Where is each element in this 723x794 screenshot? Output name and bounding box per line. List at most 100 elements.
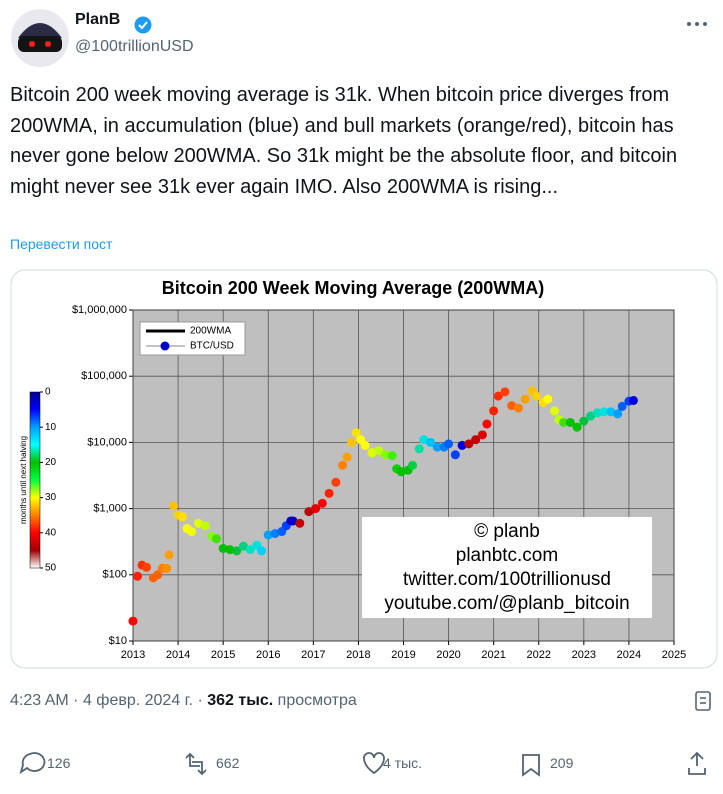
point — [387, 451, 397, 461]
point — [543, 394, 553, 404]
y-tick-label: $100 — [103, 569, 127, 581]
point — [477, 430, 487, 440]
legend-marker — [160, 341, 170, 351]
views-count: 362 тыс. — [207, 692, 274, 709]
avatar-eye — [45, 41, 51, 47]
translate-link[interactable]: Перевести пост — [10, 236, 113, 252]
point — [613, 409, 623, 419]
retweet-icon[interactable] — [185, 752, 207, 776]
point — [133, 571, 143, 581]
x-tick-label: 2018 — [346, 649, 370, 661]
point — [331, 477, 341, 487]
point — [225, 545, 235, 555]
colorbar — [29, 391, 41, 569]
point — [592, 408, 602, 418]
x-tick-label: 2019 — [391, 649, 415, 661]
point — [311, 504, 321, 514]
bookmark-icon[interactable] — [522, 754, 540, 777]
point — [606, 407, 616, 417]
point — [559, 417, 569, 427]
chart: Bitcoin 200 Week Moving Average (200WMA)… — [19, 278, 686, 661]
point — [263, 530, 273, 540]
retweet-count[interactable]: 662 — [216, 755, 240, 771]
point — [599, 407, 609, 417]
point — [164, 550, 174, 560]
chart-title: Bitcoin 200 Week Moving Average (200WMA) — [162, 278, 544, 298]
watermark-box — [362, 517, 652, 618]
colorbar-tick-label: 50 — [45, 563, 57, 574]
x-tick-label: 2015 — [211, 649, 235, 661]
point — [493, 391, 503, 401]
verified-badge[interactable] — [134, 16, 152, 34]
avatar-eye — [29, 41, 35, 47]
point — [572, 422, 582, 432]
point — [211, 534, 221, 544]
point — [408, 460, 418, 470]
point — [304, 507, 314, 517]
point — [396, 467, 406, 477]
point — [628, 395, 638, 405]
colorbar-tick-label: 20 — [45, 457, 57, 468]
x-tick-label: 2025 — [662, 649, 686, 661]
reply-count[interactable]: 126 — [47, 755, 71, 771]
point — [153, 570, 163, 580]
watermark-text: © planb — [474, 521, 540, 542]
watermark-text: twitter.com/100trillionusd — [403, 569, 611, 590]
point — [200, 521, 210, 531]
y-tick-label: $10 — [109, 635, 127, 647]
legend-label: BTC/USD — [190, 341, 234, 352]
point — [232, 546, 242, 556]
colorbar-tick-label: 10 — [45, 422, 57, 433]
point — [482, 419, 492, 429]
point — [380, 450, 390, 460]
point — [295, 518, 305, 528]
separator: · — [73, 692, 79, 709]
avatar-face — [18, 36, 62, 52]
point — [178, 512, 188, 522]
like-count[interactable]: 4 тыс. — [383, 755, 423, 771]
time[interactable]: 4:23 AM — [10, 692, 69, 709]
x-tick-label: 2021 — [481, 649, 505, 661]
views-label: просмотра — [277, 692, 357, 709]
reply-icon[interactable] — [19, 752, 46, 775]
bookmark-count[interactable]: 209 — [550, 755, 574, 771]
point — [347, 437, 357, 447]
colorbar-tick-label: 40 — [45, 527, 57, 538]
point — [464, 439, 474, 449]
point — [419, 435, 429, 445]
point — [374, 446, 384, 456]
point — [338, 460, 348, 470]
point — [444, 439, 454, 449]
date[interactable]: 4 февр. 2024 г. — [82, 692, 193, 709]
point — [256, 546, 266, 556]
point — [520, 394, 530, 404]
point — [471, 435, 481, 445]
point — [187, 527, 197, 537]
point — [360, 440, 370, 450]
tweet-meta: 4:23 AM · 4 февр. 2024 г. · 362 тыс. про… — [10, 692, 357, 710]
share-icon[interactable] — [688, 751, 706, 775]
separator: · — [197, 692, 203, 709]
like-icon[interactable] — [363, 752, 385, 775]
more-button[interactable] — [687, 22, 707, 26]
point — [617, 401, 627, 411]
y-tick-label: $1,000,000 — [72, 304, 127, 316]
x-tick-label: 2013 — [121, 649, 145, 661]
y-tick-label: $1,000 — [93, 503, 127, 515]
point — [245, 545, 255, 555]
analytics-icon[interactable] — [695, 691, 711, 711]
point — [351, 428, 361, 438]
author-name[interactable]: PlanB — [75, 11, 121, 28]
point — [531, 391, 541, 401]
point — [367, 448, 377, 458]
point — [432, 442, 442, 452]
point — [489, 406, 499, 416]
point — [142, 562, 152, 572]
point — [218, 543, 228, 553]
point — [317, 498, 327, 508]
author-handle[interactable]: @100trillionUSD — [75, 38, 194, 55]
point — [128, 616, 138, 626]
x-tick-label: 2024 — [617, 649, 641, 661]
point — [565, 417, 575, 427]
watermark-text: planbtc.com — [456, 545, 558, 566]
